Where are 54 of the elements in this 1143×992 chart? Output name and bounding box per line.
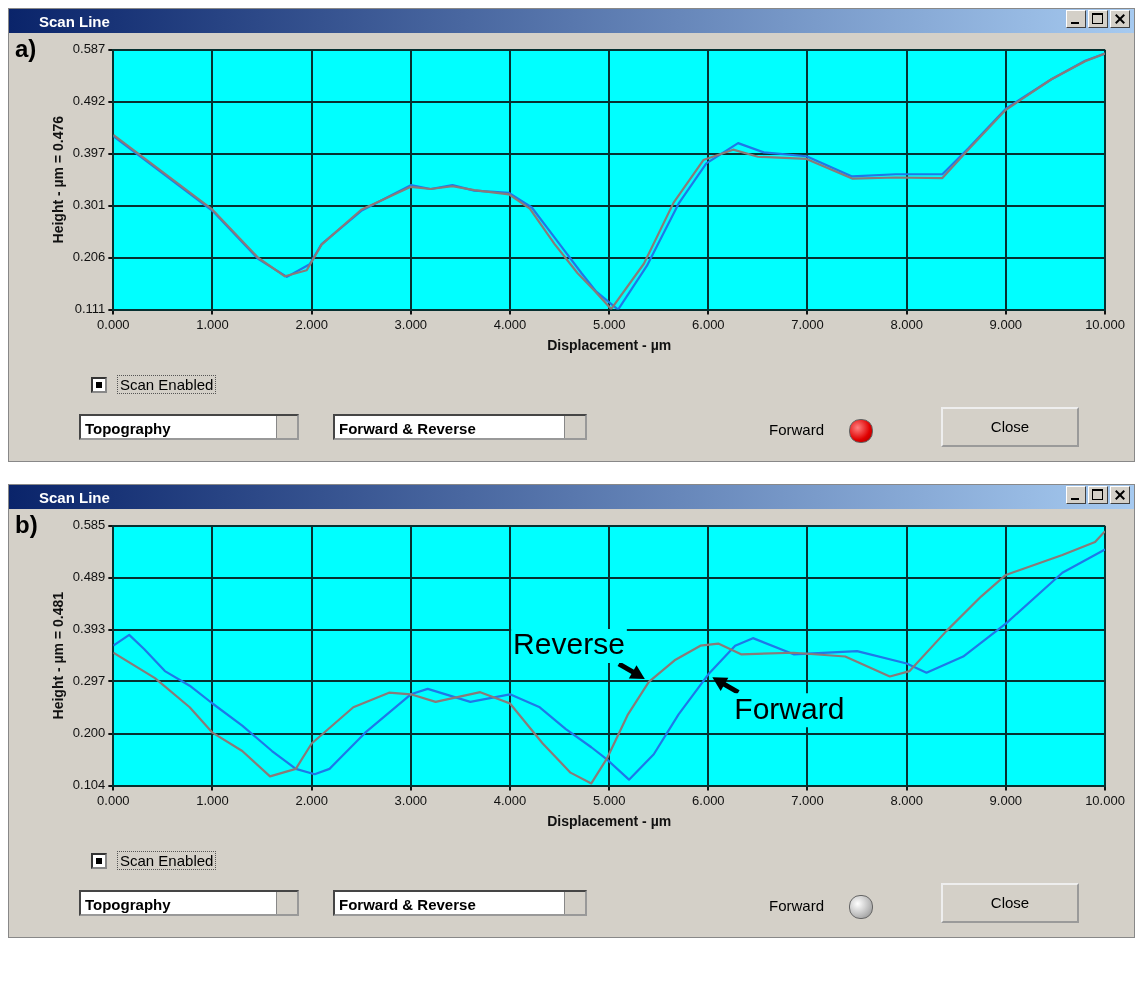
x-tick-label: 8.000	[890, 792, 923, 808]
y-tick-label: 0.585	[72, 517, 106, 533]
text: Topography	[79, 414, 299, 440]
y-tick-label: 0.492	[72, 93, 106, 109]
x-tick-label: 4.000	[493, 792, 527, 808]
x-tick-label: 6.000	[692, 316, 725, 332]
text: Close	[941, 407, 1079, 447]
x-tick-label: 5.000	[592, 316, 626, 332]
series-label: Forward	[734, 691, 845, 725]
x-tick-label: 7.000	[791, 316, 824, 332]
text: Forward	[769, 421, 825, 438]
x-tick-label: 7.000	[791, 792, 824, 808]
y-tick-label: 0.587	[72, 41, 106, 57]
text: Scan Enabled	[117, 851, 217, 870]
x-axis-title: Displacement - µm	[547, 337, 672, 354]
text: Forward & Reverse	[333, 890, 587, 916]
x-tick-label: 1.000	[196, 792, 229, 808]
text: Topography	[79, 890, 299, 916]
x-tick-label: 5.000	[592, 792, 626, 808]
x-tick-label: 1.000	[196, 316, 229, 332]
y-axis-title: Height - µm = 0.481	[50, 591, 67, 720]
x-tick-label: 6.000	[692, 792, 725, 808]
text: Forward	[769, 897, 825, 914]
y-tick-label: 0.200	[72, 725, 106, 741]
series-label: Reverse	[513, 627, 625, 661]
x-tick-label: 2.000	[295, 792, 328, 808]
x-tick-label: 8.000	[890, 316, 923, 332]
y-tick-label: 0.489	[72, 569, 106, 585]
y-tick-label: 0.393	[72, 621, 106, 637]
chart-title: Scan Line	[38, 488, 110, 506]
x-tick-label: 9.000	[989, 316, 1023, 332]
y-tick-label: 0.206	[72, 249, 106, 265]
text: Close	[941, 883, 1079, 923]
x-axis-title: Displacement - µm	[547, 813, 672, 830]
chart-title: Scan Line	[38, 12, 110, 30]
x-tick-label: 9.000	[989, 792, 1023, 808]
x-tick-label: 3.000	[394, 792, 428, 808]
y-tick-label: 0.397	[72, 145, 106, 161]
text: b)	[15, 511, 38, 539]
y-tick-label: 0.111	[74, 301, 106, 317]
x-tick-label: 3.000	[394, 316, 428, 332]
text: a)	[15, 35, 37, 63]
x-tick-label: 0.000	[97, 792, 130, 808]
text: Forward & Reverse	[333, 414, 587, 440]
x-tick-label: 10.000	[1085, 792, 1125, 808]
y-tick-label: 0.301	[72, 197, 106, 213]
y-axis-title: Height - µm = 0.476	[50, 115, 67, 244]
x-tick-label: 4.000	[493, 316, 527, 332]
y-tick-label: 0.104	[72, 777, 106, 793]
y-tick-label: 0.297	[72, 672, 106, 688]
x-tick-label: 10.000	[1085, 316, 1125, 332]
x-tick-label: 2.000	[295, 316, 328, 332]
x-tick-label: 0.000	[97, 316, 130, 332]
text: Scan Enabled	[117, 375, 217, 394]
